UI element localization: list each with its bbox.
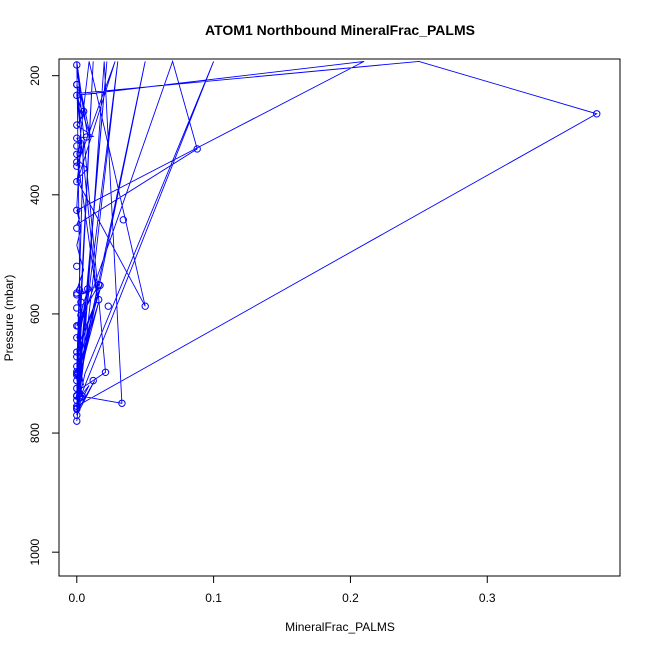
data-point: [82, 133, 91, 141]
y-tick-label: 200: [28, 65, 42, 85]
data-point: [73, 142, 81, 150]
data-point: [73, 392, 81, 400]
data-point: [73, 206, 81, 214]
data-point: [73, 134, 81, 142]
data-point: [193, 145, 201, 153]
x-tick-label: 0.0: [68, 591, 85, 605]
data-point: [73, 368, 81, 376]
data-point: [73, 158, 81, 166]
data-point: [73, 362, 81, 371]
plot-frame: [58, 58, 621, 577]
data-point: [73, 61, 81, 69]
data-point: [73, 334, 81, 342]
x-tick-label: 0.1: [205, 591, 222, 605]
x-tick-label: 0.3: [479, 591, 496, 605]
y-tick-label: 1000: [28, 539, 42, 566]
y-tick-label: 400: [28, 184, 42, 204]
data-point: [77, 311, 85, 319]
data-point: [141, 302, 149, 310]
data-point: [77, 298, 85, 306]
x-axis-label: MineralFrac_PALMS: [285, 620, 395, 634]
data-point: [593, 110, 601, 118]
data-point: [73, 322, 81, 330]
data-point: [73, 376, 81, 385]
data-point: [73, 291, 81, 299]
data-point: [73, 348, 81, 356]
data-point: [73, 417, 81, 425]
data-point: [96, 281, 104, 290]
data-point: [73, 262, 81, 270]
data-point: [78, 392, 86, 400]
data-point: [84, 285, 92, 293]
data-point: [73, 304, 81, 312]
data-point: [73, 150, 81, 158]
data-point: [73, 80, 81, 89]
x-axis: 0.0 0.1 0.2 0.3: [68, 576, 496, 605]
data-point: [119, 216, 128, 224]
data-point: [89, 376, 97, 385]
data-point: [73, 91, 81, 100]
data-point: [94, 295, 103, 304]
series-line: [75, 59, 598, 422]
data-point: [73, 121, 81, 129]
data-point: [73, 224, 81, 232]
y-tick-label: 600: [28, 304, 42, 324]
data-point: [118, 399, 126, 407]
series-layer: [73, 59, 601, 425]
y-tick-label: 800: [28, 423, 42, 443]
data-point: [73, 404, 81, 412]
chart-title: ATOM1 Northbound MineralFrac_PALMS: [205, 22, 475, 38]
data-point: [73, 177, 81, 186]
data-point: [73, 353, 81, 361]
data-point: [73, 162, 81, 170]
data-point: [73, 384, 81, 393]
y-axis-label: Pressure (mbar): [2, 275, 16, 362]
data-point: [79, 107, 88, 116]
y-axis: 200 400 600 800 1000: [28, 65, 59, 566]
x-tick-label: 0.2: [342, 591, 359, 605]
data-point: [101, 368, 110, 376]
data-point: [104, 302, 112, 310]
data-point: [73, 371, 81, 379]
